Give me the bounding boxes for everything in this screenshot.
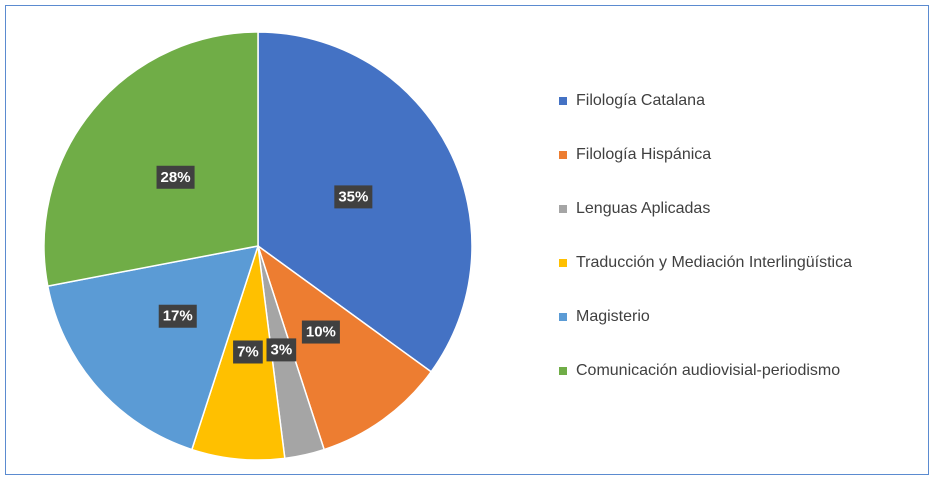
pie-slice — [46, 245, 260, 451]
legend-label: Filología Catalana — [576, 92, 705, 109]
value-label: 10% — [306, 324, 336, 341]
value-label: 35% — [338, 188, 368, 205]
legend-label: Traducción y Mediación Interlingüística — [576, 254, 852, 271]
legend-label: Magisterio — [576, 308, 650, 325]
legend-swatch — [559, 367, 567, 375]
value-label: 17% — [163, 308, 193, 325]
legend-label: Lenguas Aplicadas — [576, 200, 710, 217]
value-label-box — [334, 185, 373, 209]
value-label: 7% — [237, 343, 259, 360]
legend-swatch — [559, 97, 567, 105]
value-label: 3% — [270, 341, 292, 358]
legend-label: Comunicación audiovisial-periodismo — [576, 362, 840, 379]
legend-swatch — [559, 205, 567, 213]
legend-swatch — [559, 313, 567, 321]
value-label-box — [156, 165, 195, 189]
legend-label: Filología Hispánica — [576, 146, 711, 163]
legend-swatch — [559, 259, 567, 267]
value-label-box — [233, 340, 263, 364]
value-label-box — [301, 320, 340, 344]
value-label-box — [266, 338, 297, 362]
value-label-box — [158, 304, 197, 328]
pie-slice — [256, 244, 433, 451]
value-label: 28% — [161, 169, 191, 186]
pie-slice — [43, 31, 259, 287]
legend-swatch — [559, 151, 567, 159]
